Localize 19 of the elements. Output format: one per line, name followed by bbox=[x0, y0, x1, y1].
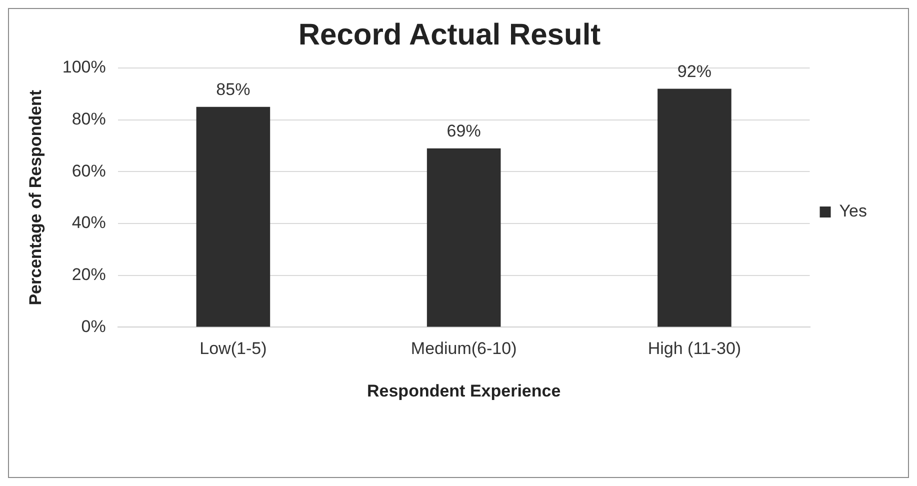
y-tick-label: 40% bbox=[72, 213, 106, 232]
legend-label: Yes bbox=[839, 202, 867, 221]
y-tick-label: 0% bbox=[81, 316, 106, 336]
y-tick-label: 60% bbox=[72, 161, 106, 180]
y-tick-label: 80% bbox=[72, 110, 106, 129]
bar bbox=[196, 106, 270, 327]
data-label: 92% bbox=[677, 62, 712, 81]
y-tick-label: 20% bbox=[72, 265, 106, 284]
x-axis-title: Respondent Experience bbox=[366, 381, 561, 400]
chart-title: Record Actual Result bbox=[298, 18, 601, 52]
data-label: 85% bbox=[216, 80, 250, 100]
x-tick-label: Medium(6-10) bbox=[410, 339, 517, 358]
x-tick-label: High (11-30) bbox=[648, 339, 742, 358]
data-label: 69% bbox=[446, 122, 481, 141]
bar bbox=[658, 88, 732, 327]
bar bbox=[426, 148, 501, 327]
x-tick-label: Low(1-5) bbox=[200, 339, 267, 358]
y-tick-label: 100% bbox=[62, 58, 106, 77]
y-axis-title: Percentage of Respondent bbox=[26, 90, 45, 306]
